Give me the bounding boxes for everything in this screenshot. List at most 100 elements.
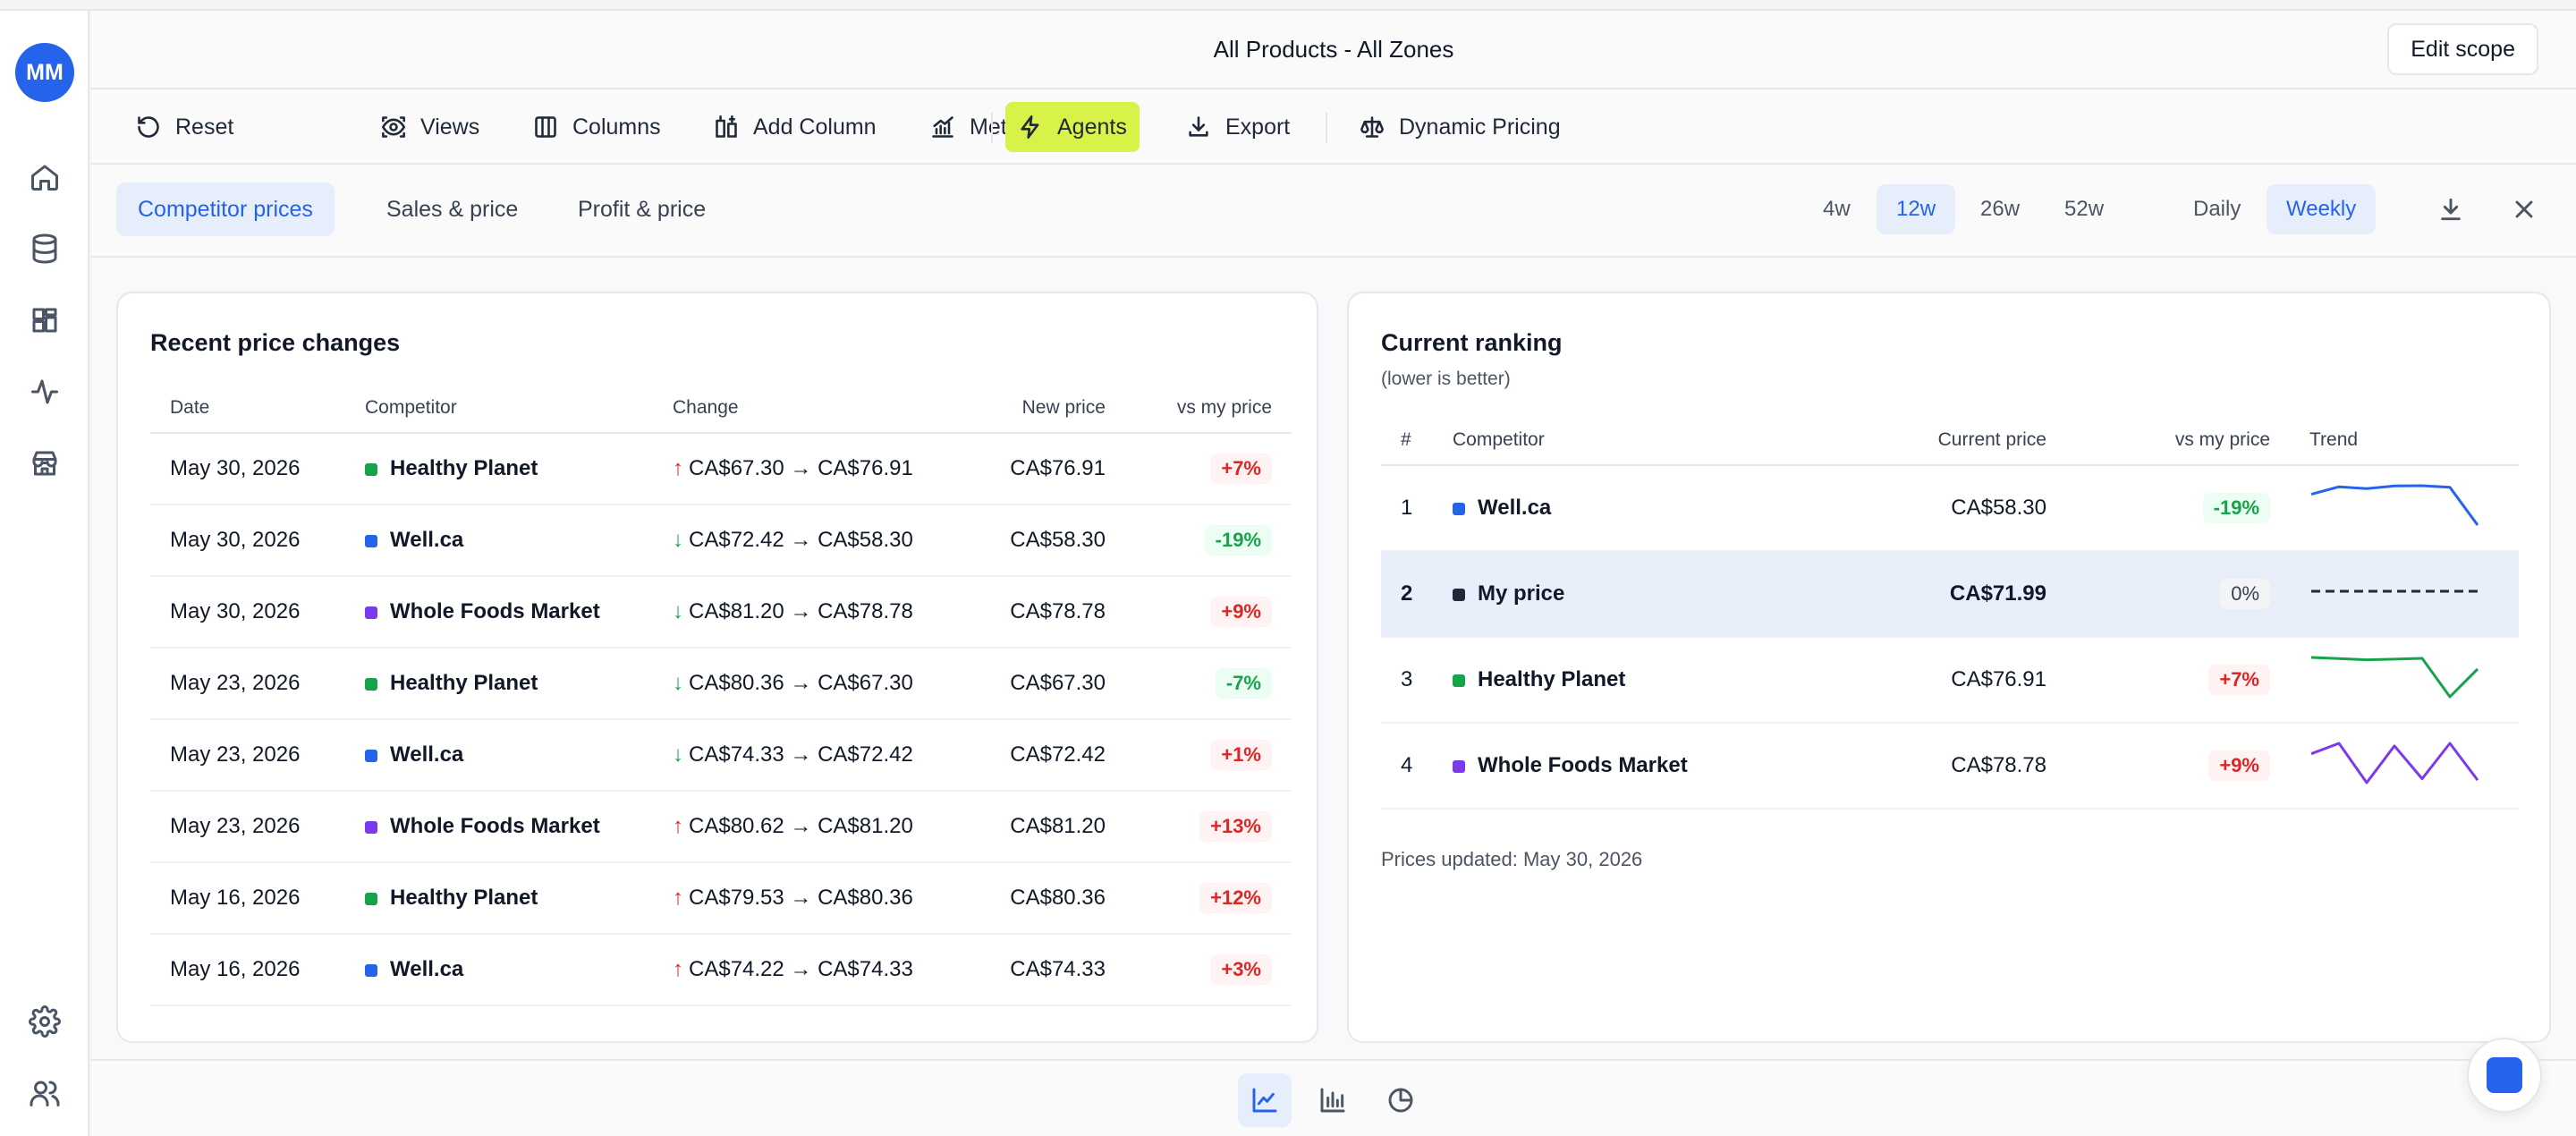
- vs-badge: +9%: [2208, 750, 2270, 781]
- vs-cell: +3%: [1125, 934, 1292, 1006]
- change-text: CA$80.62 → CA$81.20: [689, 814, 913, 838]
- competitor-name: Well.ca: [390, 742, 464, 767]
- tab-sales-price[interactable]: Sales & price: [386, 196, 519, 222]
- bar-chart-view-button[interactable]: [1306, 1073, 1360, 1127]
- database-icon[interactable]: [27, 231, 63, 267]
- col-trend[interactable]: Trend: [2290, 415, 2519, 466]
- competitor-name: Whole Foods Market: [1478, 753, 1688, 777]
- vs-cell: -7%: [1125, 648, 1292, 720]
- vs-badge: +1%: [1210, 740, 1272, 770]
- vs-badge: -7%: [1215, 668, 1272, 699]
- range-26w[interactable]: 26w: [1980, 197, 2021, 221]
- competitor-cell: Well.ca: [345, 719, 653, 792]
- table-row[interactable]: May 23, 2026 Healthy Planet ↓ CA$80.36 → …: [150, 648, 1292, 720]
- dashboard-icon[interactable]: [27, 302, 63, 338]
- change-text: CA$74.22 → CA$74.33: [689, 957, 913, 981]
- competitor-name: Well.ca: [390, 528, 464, 552]
- export-button[interactable]: Export: [1174, 102, 1302, 152]
- vs-cell: +1%: [1125, 719, 1292, 792]
- add-column-button[interactable]: Add Column: [701, 102, 889, 152]
- col-vs-my-price[interactable]: vs my price: [1125, 383, 1292, 434]
- current-price-cell: CA$71.99: [1860, 551, 2066, 638]
- new-price-cell: CA$76.91: [946, 433, 1125, 505]
- range-12w[interactable]: 12w: [1877, 184, 1956, 234]
- arrow-up-icon: ↑: [673, 886, 683, 910]
- granularity-weekly[interactable]: Weekly: [2267, 184, 2377, 234]
- change-cell: ↑ CA$79.53 → CA$80.36: [653, 862, 946, 935]
- assistant-button[interactable]: [2467, 1038, 2542, 1113]
- pie-chart-view-button[interactable]: [1374, 1073, 1428, 1127]
- table-row[interactable]: May 23, 2026 Well.ca ↓ CA$74.33 → CA$72.4…: [150, 719, 1292, 792]
- tab-competitor-prices[interactable]: Competitor prices: [116, 182, 335, 236]
- col-competitor[interactable]: Competitor: [345, 383, 653, 434]
- tab-profit-price[interactable]: Profit & price: [578, 196, 707, 222]
- col-change[interactable]: Change: [653, 383, 946, 434]
- current-ranking-card: Current ranking (lower is better) # Comp…: [1347, 292, 2551, 1043]
- views-button[interactable]: Views: [369, 102, 492, 152]
- reset-button[interactable]: Reset: [123, 102, 246, 152]
- vs-cell: +12%: [1125, 862, 1292, 935]
- competitor-cell: Well.ca: [345, 504, 653, 577]
- toolbar: Reset Views Columns Add Column Metrics A…: [91, 89, 2576, 165]
- competitor-name: Healthy Planet: [390, 671, 538, 695]
- home-icon[interactable]: [27, 159, 63, 195]
- competitor-cell: Whole Foods Market: [345, 791, 653, 863]
- metrics-icon: [932, 116, 953, 138]
- table-row[interactable]: May 30, 2026 Healthy Planet ↑ CA$67.30 → …: [150, 433, 1292, 505]
- competitor-color-swatch: [365, 892, 377, 905]
- col-vs-my-price[interactable]: vs my price: [2066, 415, 2290, 466]
- title-bar: All Products - All Zones Edit scope: [91, 11, 2576, 89]
- new-price-cell: CA$67.30: [946, 648, 1125, 720]
- settings-icon[interactable]: [27, 1004, 63, 1039]
- table-row[interactable]: May 23, 2026 Whole Foods Market ↑ CA$80.6…: [150, 791, 1292, 863]
- ranking-row[interactable]: 4 Whole Foods Market CA$78.78 +9%: [1381, 723, 2519, 810]
- competitor-cell: Whole Foods Market: [1433, 723, 1860, 810]
- agents-button[interactable]: Agents: [1005, 102, 1140, 152]
- trend-cell: [2290, 465, 2519, 552]
- col-date[interactable]: Date: [150, 383, 345, 434]
- competitor-name: Healthy Planet: [390, 456, 538, 480]
- new-price-cell: CA$58.30: [946, 504, 1125, 577]
- date-cell: May 30, 2026: [150, 576, 345, 649]
- arrow-down-icon: ↓: [673, 742, 683, 767]
- line-chart-view-button[interactable]: [1238, 1073, 1292, 1127]
- new-price-cell: CA$81.20: [946, 791, 1125, 863]
- store-icon[interactable]: [27, 445, 63, 481]
- table-row[interactable]: May 30, 2026 Well.ca ↓ CA$72.42 → CA$58.3…: [150, 504, 1292, 577]
- close-icon[interactable]: [2510, 195, 2538, 224]
- arrow-up-icon: ↑: [673, 456, 683, 480]
- arrow-down-icon: ↓: [673, 528, 683, 552]
- range-4w[interactable]: 4w: [1823, 197, 1851, 221]
- vs-badge: +9%: [1210, 597, 1272, 627]
- download-icon[interactable]: [2436, 195, 2465, 224]
- agents-label: Agents: [1057, 114, 1127, 140]
- avatar[interactable]: MM: [15, 43, 74, 102]
- my-price-row[interactable]: 2 My price CA$71.99 0%: [1381, 551, 2519, 638]
- columns-button[interactable]: Columns: [521, 102, 674, 152]
- table-row[interactable]: May 30, 2026 Whole Foods Market ↓ CA$81.2…: [150, 576, 1292, 649]
- assistant-icon: [2487, 1057, 2522, 1093]
- granularity-daily[interactable]: Daily: [2193, 197, 2241, 221]
- edit-scope-button[interactable]: Edit scope: [2387, 23, 2538, 75]
- table-row[interactable]: May 16, 2026 Healthy Planet ↑ CA$79.53 → …: [150, 862, 1292, 935]
- ranking-row[interactable]: 1 Well.ca CA$58.30 -19%: [1381, 465, 2519, 552]
- col-competitor[interactable]: Competitor: [1433, 415, 1860, 466]
- add-column-label: Add Column: [753, 114, 877, 140]
- card-title: Current ranking: [1381, 329, 1563, 356]
- table-row[interactable]: May 16, 2026 Well.ca ↑ CA$74.22 → CA$74.3…: [150, 934, 1292, 1006]
- columns-label: Columns: [572, 114, 661, 140]
- ranking-row[interactable]: 3 Healthy Planet CA$76.91 +7%: [1381, 637, 2519, 724]
- col-rank[interactable]: #: [1381, 415, 1433, 466]
- arrow-down-icon: ↓: [673, 671, 683, 695]
- activity-icon[interactable]: [27, 374, 63, 410]
- col-new-price[interactable]: New price: [946, 383, 1125, 434]
- competitor-color-swatch: [365, 677, 377, 691]
- arrow-up-icon: ↑: [673, 814, 683, 838]
- range-52w[interactable]: 52w: [2064, 197, 2105, 221]
- users-icon[interactable]: [27, 1075, 63, 1111]
- dynamic-pricing-button[interactable]: Dynamic Pricing: [1347, 102, 1573, 152]
- reset-icon: [138, 116, 159, 138]
- col-current-price[interactable]: Current price: [1860, 415, 2066, 466]
- date-cell: May 16, 2026: [150, 934, 345, 1006]
- scale-icon: [1360, 116, 1384, 138]
